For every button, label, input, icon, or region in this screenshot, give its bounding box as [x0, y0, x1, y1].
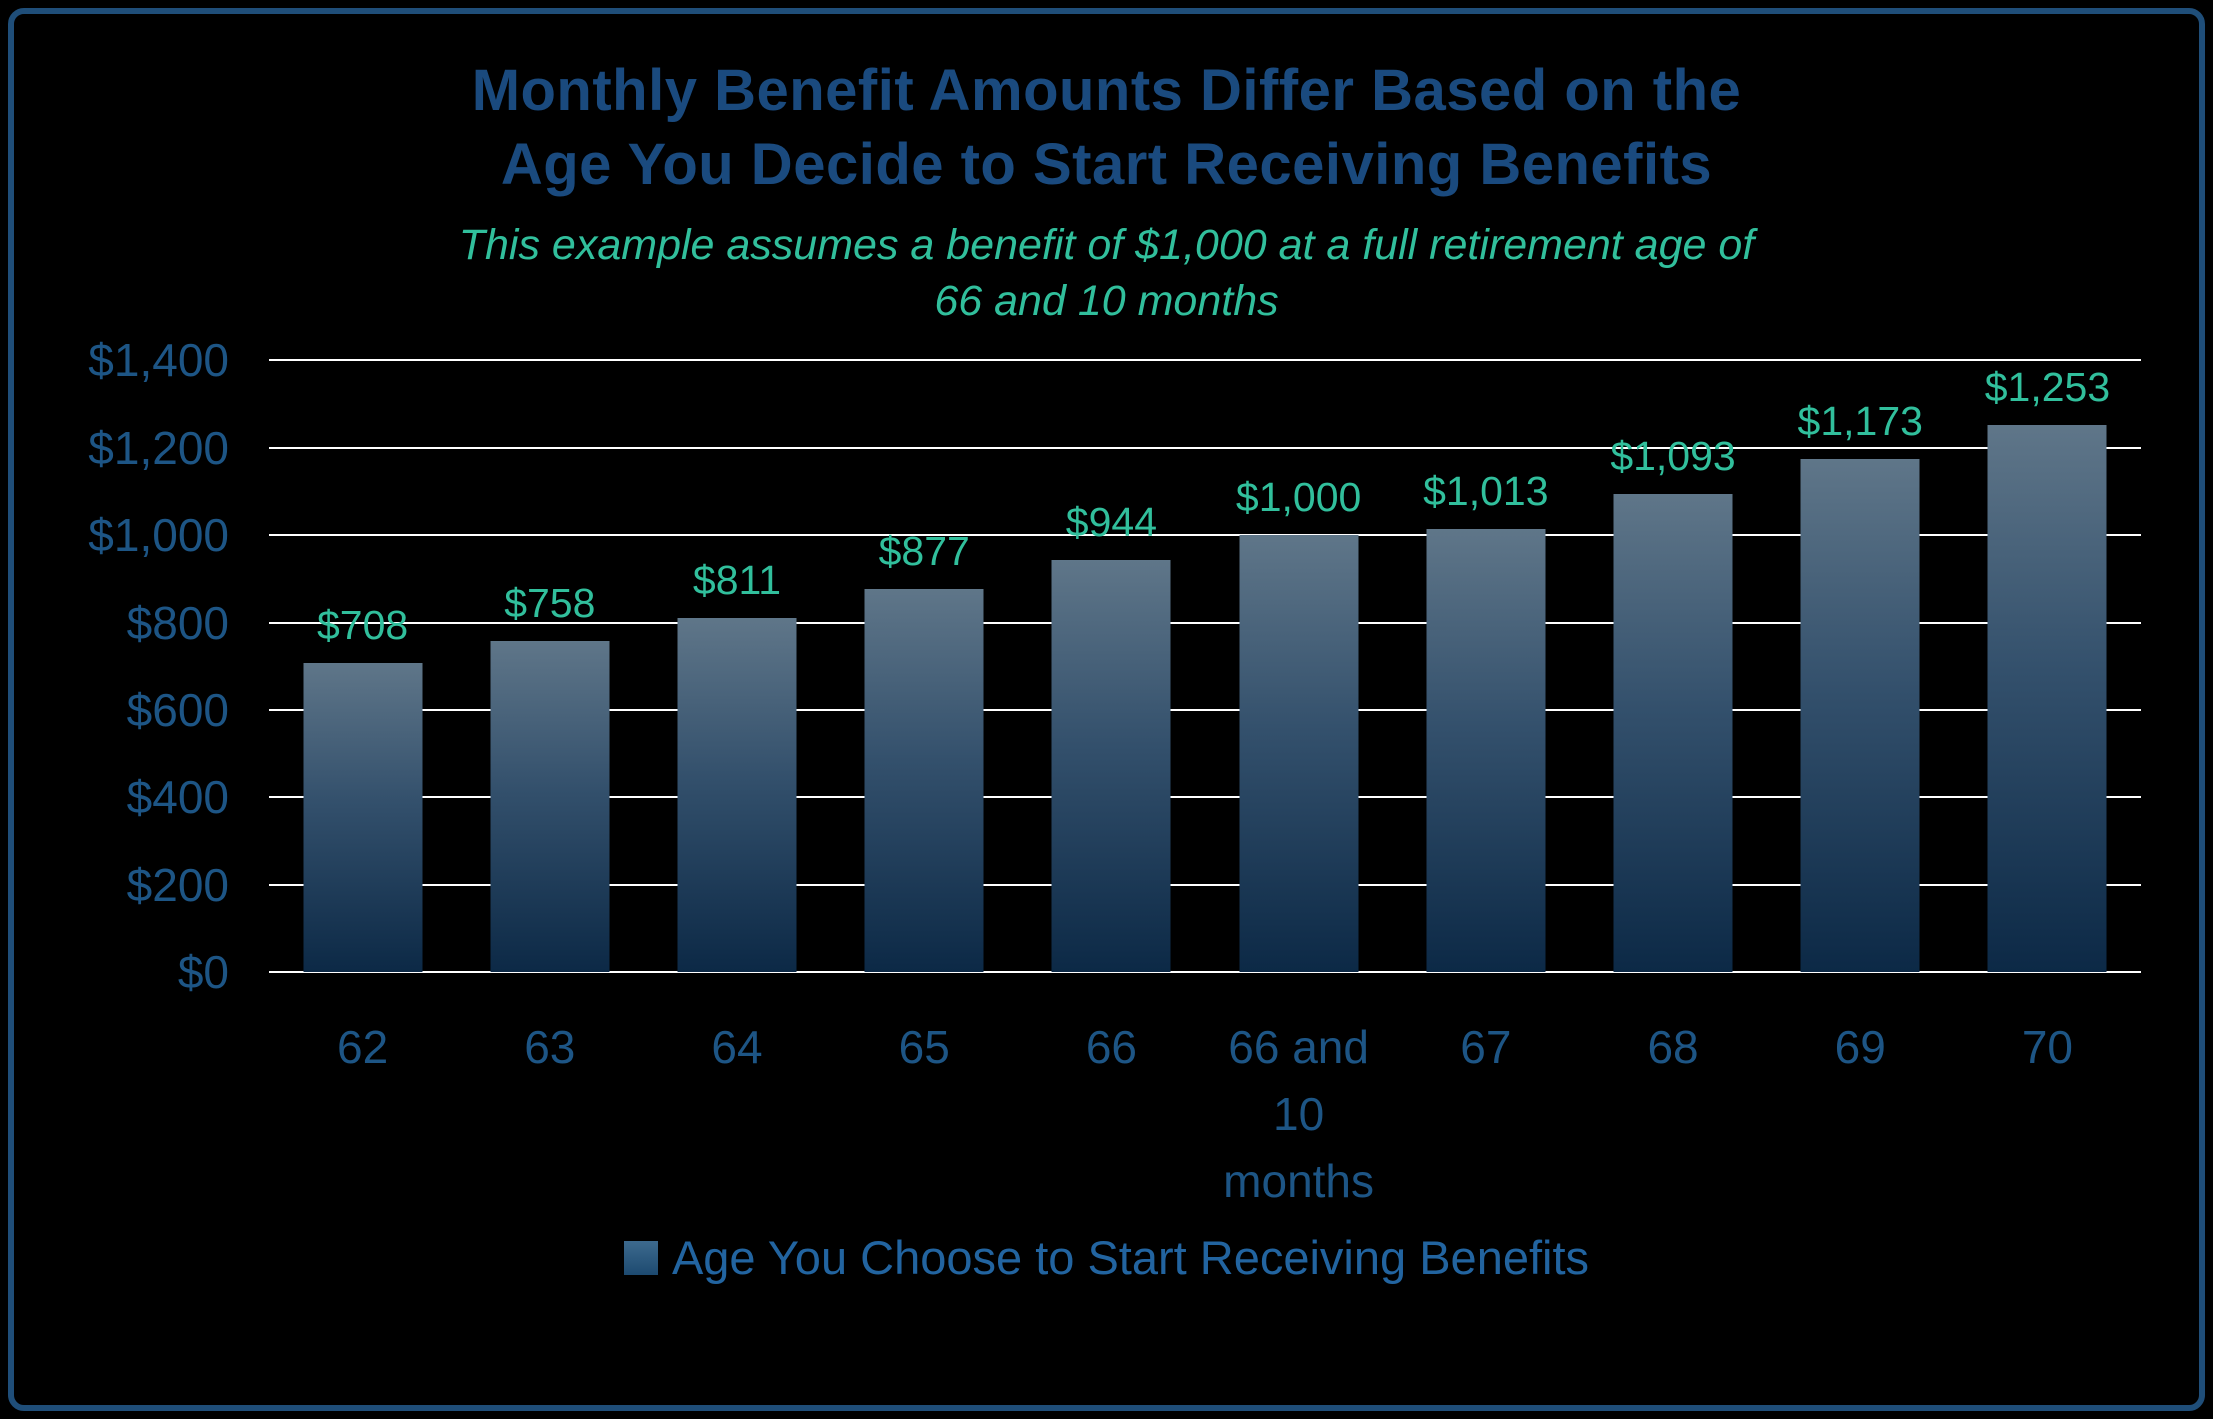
- bar-slot: $758: [456, 360, 643, 973]
- chart-subtitle-line2: 66 and 10 months: [934, 277, 1279, 326]
- x-slot: 68: [1579, 1014, 1766, 1224]
- gridline: [269, 446, 2141, 449]
- plot-area: $708 $758 $811 $877 $944 $1,000 $1,013 $1,093 $1…: [269, 359, 2141, 974]
- gridline: [269, 621, 2141, 624]
- x-slot: 67: [1392, 1014, 1579, 1224]
- x-slot: 66 and 10 months: [1205, 1014, 1392, 1224]
- y-tick-label: $0: [177, 946, 229, 999]
- x-slot: 70: [1954, 1014, 2141, 1224]
- bar-value-label: $944: [1065, 498, 1158, 545]
- bar-slot: $811: [643, 360, 830, 973]
- gridline: [269, 796, 2141, 799]
- x-slot: 65: [831, 1014, 1018, 1224]
- x-tick-label: 66 and 10 months: [1223, 1021, 1375, 1207]
- y-tick-label: $1,000: [88, 509, 229, 562]
- bar-value-label: $1,013: [1423, 468, 1549, 515]
- x-slot: 66: [1018, 1014, 1205, 1224]
- y-tick-label: $1,400: [88, 334, 229, 387]
- bar-slot: $944: [1018, 360, 1205, 973]
- chart-title-line1: Monthly Benefit Amounts Differ Based on …: [471, 58, 1742, 123]
- chart-title: Monthly Benefit Amounts Differ Based on …: [14, 54, 2199, 202]
- gridline: [269, 708, 2141, 711]
- x-slot: 63: [456, 1014, 643, 1224]
- x-tick-label: 69: [1834, 1021, 1886, 1074]
- x-tick-label: 64: [711, 1021, 763, 1074]
- bar-value-label: $1,173: [1797, 398, 1923, 445]
- bar: [864, 588, 984, 973]
- bar: [303, 662, 423, 973]
- bar-slot: $1,253: [1954, 360, 2141, 973]
- x-tick-label: 67: [1460, 1021, 1512, 1074]
- bar-slot: $708: [269, 360, 456, 973]
- bar-slot: $1,093: [1579, 360, 1766, 973]
- bar: [1800, 459, 1920, 973]
- x-slot: 62: [269, 1014, 456, 1224]
- gridline: [269, 883, 2141, 886]
- bar-slot: $1,013: [1392, 360, 1579, 973]
- y-tick-label: $200: [126, 858, 229, 911]
- bar: [1987, 424, 2107, 973]
- bars-row: $708 $758 $811 $877 $944 $1,000 $1,013 $1,093 $1…: [269, 360, 2141, 973]
- y-tick-label: $400: [126, 771, 229, 824]
- x-tick-label: 70: [2021, 1021, 2074, 1074]
- x-tick-label: 65: [898, 1021, 950, 1074]
- x-tick-label: 66: [1085, 1021, 1137, 1074]
- bar-value-label: $758: [504, 579, 596, 626]
- x-tick-label: 68: [1647, 1021, 1699, 1074]
- legend-label: Age You Choose to Start Receiving Benefi…: [671, 1231, 1590, 1285]
- y-tick-label: $600: [126, 683, 229, 736]
- bar-slot: $877: [831, 360, 1018, 973]
- chart-subtitle-line1: This example assumes a benefit of $1,000…: [458, 221, 1755, 270]
- bar-value-label: $708: [316, 601, 409, 648]
- x-slot: 69: [1767, 1014, 1954, 1224]
- bar: [1613, 494, 1733, 973]
- bar: [1051, 559, 1171, 973]
- chart-area: $0 $200 $400 $600 $800 $1,000 $1,200 $1,400 $70…: [14, 334, 2199, 998]
- bar: [1239, 535, 1359, 973]
- bar: [490, 640, 610, 973]
- bar-slot: $1,000: [1205, 360, 1392, 973]
- x-slot: 64: [643, 1014, 830, 1224]
- bar-value-label: $1,093: [1610, 433, 1736, 480]
- bar-value-label: $1,253: [1984, 363, 2111, 410]
- bar: [1426, 529, 1546, 973]
- x-tick-label: 63: [524, 1021, 576, 1074]
- y-axis: $0 $200 $400 $600 $800 $1,000 $1,200 $1,400: [14, 334, 269, 998]
- gridline: [269, 534, 2141, 537]
- bar-value-label: $877: [878, 527, 970, 574]
- chart-subtitle: This example assumes a benefit of $1,000…: [14, 218, 2199, 330]
- y-tick-label: $1,200: [88, 421, 229, 474]
- bar: [677, 617, 797, 973]
- gridline: [269, 971, 2141, 974]
- x-axis: 62 63 64 65 66 66 and 10 months 67 68 69 70: [269, 1014, 2199, 1224]
- y-tick-label: $800: [126, 596, 229, 649]
- x-tick-label: 62: [337, 1021, 389, 1074]
- bar-slot: $1,173: [1767, 360, 1954, 973]
- legend: Age You Choose to Start Receiving Benefi…: [14, 1230, 2199, 1285]
- legend-marker-icon: [623, 1240, 658, 1275]
- bar-value-label: $1,000: [1235, 474, 1362, 521]
- bar-value-label: $811: [692, 556, 782, 603]
- chart-title-line2: Age You Decide to Start Receiving Benefi…: [500, 132, 1713, 198]
- gridline: [269, 359, 2141, 362]
- chart-frame: Monthly Benefit Amounts Differ Based on …: [8, 8, 2205, 1411]
